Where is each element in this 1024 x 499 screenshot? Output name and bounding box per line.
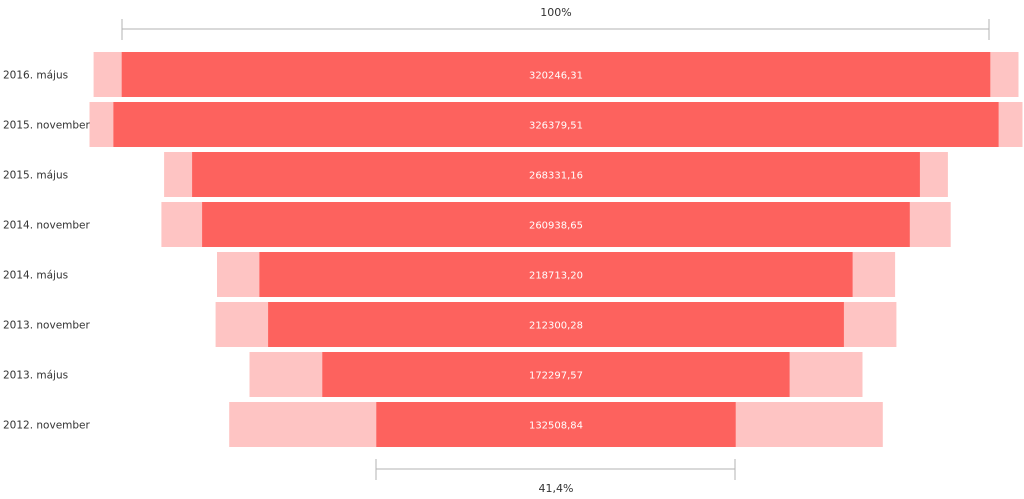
funnel-bar[interactable] <box>376 402 736 447</box>
funnel-category-label: 2013. november <box>3 320 91 332</box>
funnel-bar[interactable] <box>268 302 844 347</box>
funnel-category-label: 2014. november <box>3 220 91 232</box>
funnel-category-label: 2015. november <box>3 120 91 132</box>
funnel-value-label: 132508,84 <box>529 421 583 432</box>
funnel-bar[interactable] <box>322 352 790 397</box>
funnel-category-label: 2015. május <box>3 170 68 182</box>
funnel-value-label: 268331,16 <box>529 171 583 182</box>
funnel-category-label: 2012. november <box>3 420 91 432</box>
funnel-bar[interactable] <box>202 202 910 247</box>
funnel-value-label: 326379,51 <box>529 121 583 132</box>
funnel-value-label: 172297,57 <box>529 371 583 382</box>
funnel-category-label: 2013. május <box>3 370 68 382</box>
funnel-value-label: 218713,20 <box>529 271 583 282</box>
funnel-category-label: 2016. május <box>3 70 68 82</box>
funnel-bar[interactable] <box>259 252 853 297</box>
funnel-bar[interactable] <box>192 152 920 197</box>
top-annotation: 100% <box>540 6 571 19</box>
funnel-category-label: 2014. május <box>3 270 68 282</box>
funnel-bar[interactable] <box>113 102 999 147</box>
funnel-bar[interactable] <box>121 52 991 97</box>
bottom-annotation: 41,4% <box>539 482 574 495</box>
brackets: 100% 41,4% <box>121 6 990 495</box>
funnel-value-label: 260938,65 <box>529 221 583 232</box>
funnel-value-label: 320246,31 <box>529 71 583 82</box>
funnel-value-label: 212300,28 <box>529 321 583 332</box>
funnel-rows: 320246,31 2016. május 326379,51 2015. novem… <box>3 52 1023 447</box>
